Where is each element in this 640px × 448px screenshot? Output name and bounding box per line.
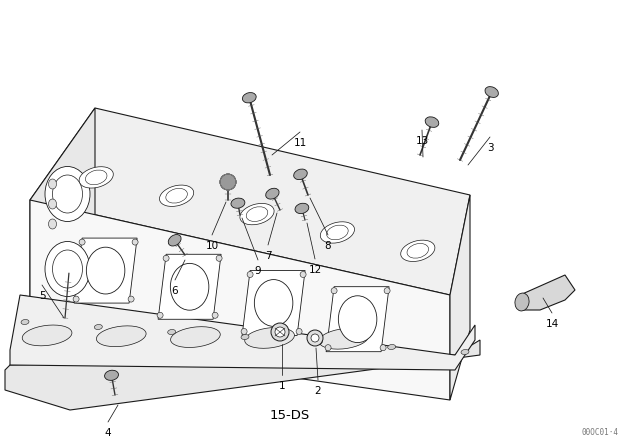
Polygon shape bbox=[520, 275, 575, 310]
Text: 1: 1 bbox=[278, 381, 285, 391]
Ellipse shape bbox=[271, 323, 289, 341]
Ellipse shape bbox=[86, 247, 125, 294]
Ellipse shape bbox=[275, 327, 285, 337]
Polygon shape bbox=[242, 271, 305, 336]
Ellipse shape bbox=[401, 240, 435, 262]
Text: 9: 9 bbox=[255, 266, 261, 276]
Polygon shape bbox=[450, 195, 470, 400]
Ellipse shape bbox=[97, 326, 146, 347]
Ellipse shape bbox=[515, 293, 529, 311]
Ellipse shape bbox=[79, 239, 85, 245]
Ellipse shape bbox=[73, 296, 79, 302]
Text: 8: 8 bbox=[324, 241, 332, 251]
Polygon shape bbox=[10, 295, 475, 370]
Polygon shape bbox=[326, 287, 389, 352]
Polygon shape bbox=[30, 108, 95, 340]
Ellipse shape bbox=[294, 169, 307, 180]
Ellipse shape bbox=[159, 185, 194, 207]
Text: 2: 2 bbox=[315, 386, 321, 396]
Ellipse shape bbox=[241, 328, 247, 335]
Ellipse shape bbox=[314, 340, 323, 345]
Ellipse shape bbox=[49, 219, 56, 229]
Ellipse shape bbox=[45, 167, 90, 221]
Ellipse shape bbox=[79, 167, 113, 188]
Ellipse shape bbox=[461, 349, 469, 354]
Ellipse shape bbox=[94, 324, 102, 330]
Ellipse shape bbox=[246, 207, 268, 221]
Text: 12: 12 bbox=[308, 265, 322, 275]
Ellipse shape bbox=[326, 225, 348, 240]
Ellipse shape bbox=[45, 241, 90, 297]
Ellipse shape bbox=[320, 222, 355, 243]
Ellipse shape bbox=[21, 319, 29, 324]
Ellipse shape bbox=[212, 312, 218, 318]
Polygon shape bbox=[5, 340, 480, 410]
Ellipse shape bbox=[407, 243, 429, 258]
Ellipse shape bbox=[307, 330, 323, 346]
Ellipse shape bbox=[384, 288, 390, 294]
Ellipse shape bbox=[128, 296, 134, 302]
Ellipse shape bbox=[380, 345, 386, 351]
Ellipse shape bbox=[168, 234, 181, 246]
Polygon shape bbox=[74, 238, 137, 303]
Ellipse shape bbox=[247, 271, 253, 277]
Ellipse shape bbox=[266, 188, 279, 199]
Text: 6: 6 bbox=[172, 286, 179, 296]
Ellipse shape bbox=[425, 117, 439, 127]
Text: 14: 14 bbox=[545, 319, 559, 329]
Ellipse shape bbox=[243, 93, 256, 103]
Ellipse shape bbox=[52, 250, 83, 288]
Ellipse shape bbox=[231, 198, 245, 208]
Text: 00OC01·4: 00OC01·4 bbox=[582, 427, 618, 436]
Ellipse shape bbox=[296, 328, 302, 335]
Ellipse shape bbox=[22, 325, 72, 346]
Ellipse shape bbox=[241, 335, 249, 340]
Ellipse shape bbox=[244, 327, 294, 348]
Ellipse shape bbox=[157, 312, 163, 318]
Text: 7: 7 bbox=[265, 251, 271, 261]
Ellipse shape bbox=[104, 370, 118, 380]
Polygon shape bbox=[30, 108, 470, 295]
Ellipse shape bbox=[170, 263, 209, 310]
Ellipse shape bbox=[311, 334, 319, 342]
Text: 13: 13 bbox=[415, 136, 429, 146]
Ellipse shape bbox=[163, 255, 169, 261]
Ellipse shape bbox=[49, 179, 56, 189]
Ellipse shape bbox=[300, 271, 306, 277]
Ellipse shape bbox=[49, 199, 56, 209]
Ellipse shape bbox=[325, 345, 331, 351]
Ellipse shape bbox=[331, 288, 337, 294]
Text: 15-DS: 15-DS bbox=[270, 409, 310, 422]
Ellipse shape bbox=[254, 280, 293, 327]
Text: 11: 11 bbox=[293, 138, 307, 148]
Ellipse shape bbox=[319, 328, 369, 349]
Ellipse shape bbox=[85, 170, 107, 185]
Ellipse shape bbox=[171, 327, 220, 348]
Ellipse shape bbox=[52, 175, 83, 213]
Ellipse shape bbox=[485, 86, 499, 97]
Ellipse shape bbox=[132, 239, 138, 245]
Ellipse shape bbox=[388, 345, 396, 349]
Ellipse shape bbox=[220, 174, 236, 190]
Ellipse shape bbox=[295, 203, 308, 214]
Text: 10: 10 bbox=[205, 241, 219, 251]
Ellipse shape bbox=[166, 189, 188, 203]
Text: 3: 3 bbox=[486, 143, 493, 153]
Text: 4: 4 bbox=[105, 428, 111, 438]
Ellipse shape bbox=[216, 255, 222, 261]
Polygon shape bbox=[30, 200, 450, 400]
Ellipse shape bbox=[339, 296, 377, 343]
Text: 5: 5 bbox=[38, 291, 45, 301]
Ellipse shape bbox=[240, 203, 274, 225]
Polygon shape bbox=[158, 254, 221, 319]
Ellipse shape bbox=[168, 329, 175, 335]
